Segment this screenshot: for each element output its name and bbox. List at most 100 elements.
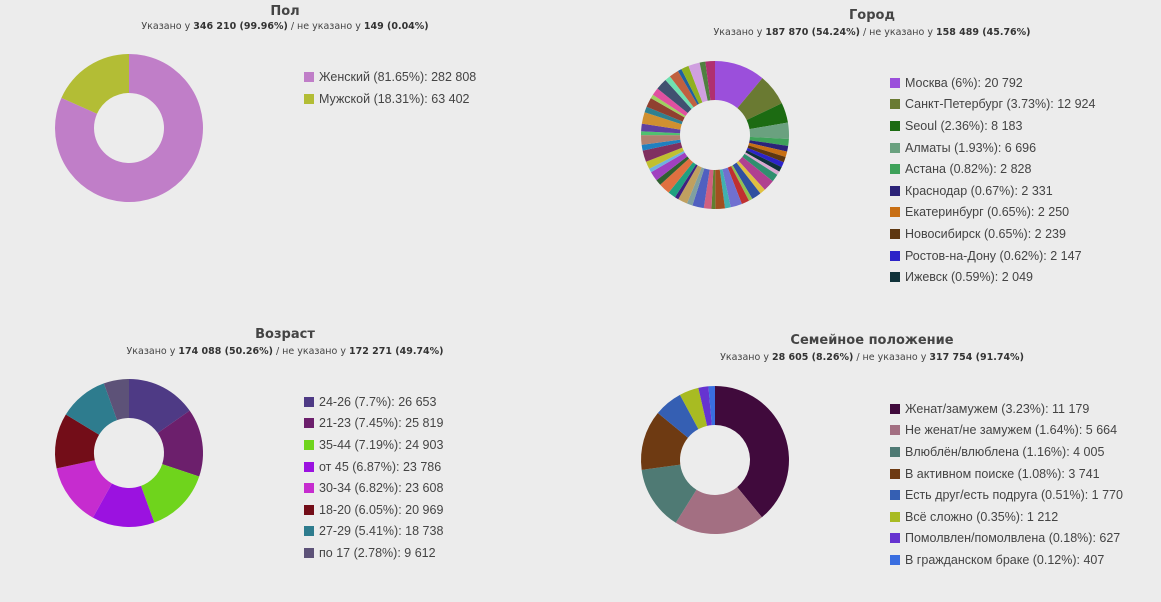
age-slice-5[interactable] bbox=[55, 414, 100, 469]
city-other-slice-31[interactable] bbox=[652, 88, 688, 116]
marital-legend-item[interactable]: В гражданском браке (0.12%): 407 bbox=[890, 549, 1123, 571]
city-slice-4[interactable] bbox=[749, 136, 789, 146]
city-slice-5[interactable] bbox=[749, 140, 789, 152]
city-other-slice-12[interactable] bbox=[692, 168, 710, 209]
marital-donut[interactable] bbox=[641, 386, 789, 534]
city-slice-1[interactable] bbox=[737, 78, 782, 120]
marital-legend-item[interactable]: Женат/замужем (3.23%): 11 179 bbox=[890, 398, 1123, 420]
marital-legend-item[interactable]: В активном поиске (1.08%): 3 741 bbox=[890, 463, 1123, 485]
marital-slice-4[interactable] bbox=[657, 394, 699, 438]
city-slice-8[interactable] bbox=[746, 147, 784, 168]
city-slice-7[interactable] bbox=[747, 145, 786, 163]
city-other-slice-32[interactable] bbox=[657, 80, 692, 114]
city-other-slice-26[interactable] bbox=[641, 123, 681, 134]
city-other-slice-35[interactable] bbox=[677, 69, 700, 105]
age-legend-item[interactable]: 18-20 (6.05%): 20 969 bbox=[304, 499, 443, 521]
age-slice-4[interactable] bbox=[56, 460, 112, 518]
city-other-slice-15[interactable] bbox=[674, 164, 698, 200]
age-slice-6[interactable] bbox=[65, 383, 118, 435]
city-other-slice-8[interactable] bbox=[719, 169, 731, 209]
city-other-slice-19[interactable] bbox=[651, 152, 688, 181]
marital-legend-item[interactable]: Всё сложно (0.35%): 1 212 bbox=[890, 506, 1123, 528]
age-legend-item[interactable]: 21-23 (7.45%): 25 819 bbox=[304, 413, 443, 435]
city-other-slice-34[interactable] bbox=[669, 70, 698, 108]
city-other-slice-9[interactable] bbox=[715, 169, 726, 209]
city-other-slice-10[interactable] bbox=[711, 169, 716, 209]
city-other-slice-29[interactable] bbox=[646, 98, 685, 122]
marital-legend-item[interactable]: Влюблён/влюблена (1.16%): 4 005 bbox=[890, 441, 1123, 463]
city-other-slice-0[interactable] bbox=[744, 152, 780, 175]
city-other-slice-21[interactable] bbox=[645, 147, 684, 169]
city-slice-9[interactable] bbox=[745, 150, 782, 172]
city-legend-item[interactable]: Краснодар (0.67%): 2 331 bbox=[890, 180, 1095, 202]
city-other-slice-17[interactable] bbox=[660, 158, 694, 193]
marital-legend-item[interactable]: Не женат/не замужем (1.64%): 5 664 bbox=[890, 420, 1123, 442]
city-legend-item[interactable]: Алматы (1.93%): 6 696 bbox=[890, 137, 1095, 159]
marital-slice-1[interactable] bbox=[675, 487, 762, 534]
marital-legend-item[interactable]: Помолвлен/помолвлена (0.18%): 627 bbox=[890, 528, 1123, 550]
city-other-slice-24[interactable] bbox=[641, 135, 681, 145]
age-slice-0[interactable] bbox=[129, 379, 190, 433]
city-slice-2[interactable] bbox=[746, 103, 788, 130]
city-other-slice-33[interactable] bbox=[665, 76, 694, 110]
city-other-slice-37[interactable] bbox=[688, 62, 708, 103]
city-legend-item[interactable]: Seoul (2.36%): 8 183 bbox=[890, 115, 1095, 137]
city-legend-item[interactable]: Ижевск (0.59%): 2 049 bbox=[890, 266, 1095, 288]
age-legend-item[interactable]: 27-29 (5.41%): 18 738 bbox=[304, 521, 443, 543]
city-other-slice-25[interactable] bbox=[641, 131, 681, 136]
city-other-slice-18[interactable] bbox=[656, 156, 690, 185]
city-other-slice-5[interactable] bbox=[731, 165, 753, 201]
city-legend-item[interactable]: Новосибирск (0.65%): 2 239 bbox=[890, 223, 1095, 245]
city-other-slice-30[interactable] bbox=[650, 94, 686, 118]
city-slice-3[interactable] bbox=[749, 122, 789, 140]
city-other-slice-23[interactable] bbox=[641, 139, 681, 151]
city-other-slice-13[interactable] bbox=[686, 167, 705, 206]
marital-slice-3[interactable] bbox=[641, 412, 688, 470]
gender-slice-0[interactable] bbox=[55, 54, 204, 202]
city-other-slice-1[interactable] bbox=[742, 153, 778, 182]
city-other-slice-39[interactable] bbox=[705, 61, 715, 101]
city-legend-item[interactable]: Астана (0.82%): 2 828 bbox=[890, 158, 1095, 180]
city-legend-item[interactable]: Ростов-на-Дону (0.62%): 2 147 bbox=[890, 245, 1095, 267]
marital-slice-0[interactable] bbox=[715, 386, 789, 518]
city-legend-item[interactable]: Санкт-Петербург (3.73%): 12 924 bbox=[890, 94, 1095, 116]
city-other-slice-27[interactable] bbox=[641, 112, 682, 130]
city-legend-item[interactable]: Екатеринбург (0.65%): 2 250 bbox=[890, 202, 1095, 224]
city-other-slice-7[interactable] bbox=[722, 167, 742, 208]
city-other-slice-28[interactable] bbox=[644, 106, 683, 125]
age-legend-item[interactable]: по 17 (2.78%): 9 612 bbox=[304, 542, 443, 564]
city-legend-item[interactable]: Москва (6%): 20 792 bbox=[890, 72, 1095, 94]
city-other-slice-38[interactable] bbox=[699, 61, 711, 101]
age-legend-item[interactable]: 24-26 (7.7%): 26 653 bbox=[304, 391, 443, 413]
marital-legend-item[interactable]: Есть друг/есть подруга (0.51%): 1 770 bbox=[890, 484, 1123, 506]
age-slice-1[interactable] bbox=[157, 410, 203, 477]
city-other-slice-4[interactable] bbox=[732, 162, 761, 199]
marital-slice-6[interactable] bbox=[698, 386, 712, 426]
city-donut[interactable] bbox=[641, 61, 789, 209]
city-slice-6[interactable] bbox=[748, 142, 788, 158]
city-other-slice-6[interactable] bbox=[727, 166, 749, 204]
age-slice-7[interactable] bbox=[103, 379, 129, 421]
marital-slice-7[interactable] bbox=[708, 386, 715, 426]
age-slice-3[interactable] bbox=[92, 483, 155, 527]
city-other-slice-14[interactable] bbox=[678, 165, 702, 204]
city-other-slice-3[interactable] bbox=[736, 160, 765, 194]
age-legend-item[interactable]: от 45 (6.87%): 23 786 bbox=[304, 456, 443, 478]
city-other-slice-2[interactable] bbox=[738, 156, 773, 190]
gender-legend-item[interactable]: Мужской (18.31%): 63 402 bbox=[304, 88, 476, 110]
age-legend-item[interactable]: 30-34 (6.82%): 23 608 bbox=[304, 477, 443, 499]
city-other-slice-22[interactable] bbox=[642, 142, 683, 162]
marital-slice-5[interactable] bbox=[679, 387, 708, 430]
gender-slice-1[interactable] bbox=[61, 54, 129, 114]
city-other-slice-36[interactable] bbox=[681, 65, 703, 104]
age-legend-item[interactable]: 35-44 (7.19%): 24 903 bbox=[304, 434, 443, 456]
city-other-slice-11[interactable] bbox=[703, 169, 714, 209]
marital-slice-2[interactable] bbox=[641, 464, 697, 523]
age-donut[interactable] bbox=[55, 379, 203, 527]
city-slice-0[interactable] bbox=[715, 61, 763, 109]
gender-legend-item[interactable]: Женский (81.65%): 282 808 bbox=[304, 66, 476, 88]
city-other-slice-20[interactable] bbox=[649, 150, 685, 173]
gender-donut[interactable] bbox=[55, 54, 204, 202]
city-other-slice-16[interactable] bbox=[668, 162, 697, 198]
age-slice-2[interactable] bbox=[140, 464, 200, 523]
